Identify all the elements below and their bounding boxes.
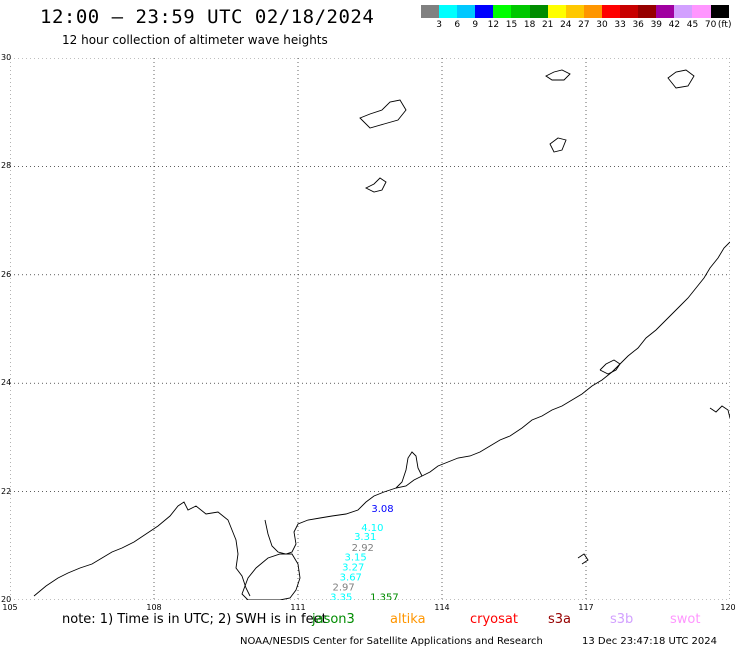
legend-swatch xyxy=(674,5,693,18)
legend-swatch xyxy=(601,5,621,18)
pearl-river-estuary xyxy=(395,451,423,489)
legend-swatches xyxy=(421,5,729,18)
legend-swatch xyxy=(511,5,530,18)
lake-2 xyxy=(364,177,387,193)
legend-labels: 3 6 9 12 15 18 21 24 27 30 33 36 39 42 45 70 (ft) xyxy=(421,18,732,32)
note-text: note: 1) Time is in UTC; 2) SWH is in fe… xyxy=(62,612,327,627)
small-lake xyxy=(577,553,589,565)
latitude-tick-label: 20 xyxy=(1,595,12,604)
legend-swatch xyxy=(583,5,602,18)
footer-note: note: 1) Time is in UTC; 2) SWH is in fe… xyxy=(62,612,331,627)
wave-height-label: 2.97 xyxy=(332,582,354,593)
leizhou-coastline xyxy=(264,241,730,555)
legend-label: 39 xyxy=(650,20,663,30)
legend-swatch xyxy=(692,5,711,18)
map-subtitle: 12 hour collection of altimeter wave hei… xyxy=(62,33,328,47)
legend-label: 3 xyxy=(436,20,442,30)
legend-label: 6 xyxy=(454,20,461,30)
longitude-tick-label: 111 xyxy=(290,603,306,612)
legend-label: 27 xyxy=(578,20,590,30)
latitude-tick-label: 30 xyxy=(1,53,12,62)
longitude-tick-label: 105 xyxy=(2,603,18,612)
legend-swatch xyxy=(421,5,440,18)
legend-swatch xyxy=(547,5,566,18)
satellite-label-s3b: s3b xyxy=(610,612,634,627)
satellite-label-swot: swot xyxy=(670,612,701,627)
latitude-tick-label: 24 xyxy=(1,378,12,388)
longitude-tick-label: 114 xyxy=(434,603,450,612)
longitude-tick-label: 108 xyxy=(146,603,162,612)
mainland-coastline xyxy=(33,501,251,597)
hainan-island xyxy=(241,553,301,600)
wave-height-label: 3.08 xyxy=(371,504,393,515)
legend-swatch xyxy=(493,5,512,18)
wave-height-label: 3.15 xyxy=(344,553,366,564)
legend-label: 12 xyxy=(487,20,500,30)
wave-height-label: 4.10 xyxy=(361,523,383,534)
legend-swatch xyxy=(565,5,584,18)
lake-5 xyxy=(667,69,695,89)
map-frame: 3.08 4.10 3.31 2.92 3.15 3.27 3.67 2.97 3.35 1.35… xyxy=(10,58,730,600)
legend-unit: (ft) xyxy=(717,20,732,30)
longitude-tick-label: 120 xyxy=(720,603,736,612)
legend-swatch xyxy=(620,5,639,18)
fujian-islands xyxy=(599,359,621,375)
map-title: 12:00 – 23:59 UTC 02/18/2024 xyxy=(40,6,375,28)
legend-label: 21 xyxy=(541,20,554,30)
grid-lines xyxy=(10,58,730,600)
satellite-label-cryosat: cryosat xyxy=(470,612,518,627)
legend-label: 30 xyxy=(596,20,608,30)
legend-swatch xyxy=(439,5,458,18)
legend-swatch xyxy=(710,5,729,18)
legend-label: 18 xyxy=(523,20,536,30)
taiwan-coastline xyxy=(709,405,730,419)
color-legend: 3 6 9 12 15 18 21 24 27 30 33 36 39 42 45 70 (ft) xyxy=(421,5,732,39)
wave-height-label: 3.31 xyxy=(354,532,376,543)
wave-height-label: 2.92 xyxy=(352,543,374,554)
latitude-tick-label: 28 xyxy=(1,161,12,171)
wave-height-label: 3.27 xyxy=(342,562,364,573)
wave-height-label: 3.67 xyxy=(340,573,362,584)
legend-label: 24 xyxy=(560,20,572,30)
lake-1 xyxy=(359,99,407,129)
longitude-tick-label: 117 xyxy=(578,603,594,612)
legend-label: 15 xyxy=(505,20,518,30)
satellite-label-s3a: s3a xyxy=(548,612,572,627)
legend-swatch xyxy=(529,5,548,18)
coastline xyxy=(33,69,730,600)
legend-swatch xyxy=(638,5,657,18)
satellite-label-altika: altika xyxy=(390,612,426,627)
latitude-tick-label: 22 xyxy=(1,486,12,496)
legend-swatch xyxy=(656,5,675,18)
wave-height-label: 1.357 xyxy=(370,593,399,600)
latitude-tick-label: 26 xyxy=(1,269,12,279)
observation-track: 3.08 4.103.312.923.153.273.672.973.35 1.35… xyxy=(330,504,399,600)
legend-swatch xyxy=(457,5,476,18)
legend-label: 36 xyxy=(632,20,644,30)
credit-line: NOAA/NESDIS Center for Satellite Applica… xyxy=(240,636,543,647)
wave-height-label: 3.35 xyxy=(330,593,352,600)
lake-4 xyxy=(545,69,571,81)
legend-swatch xyxy=(475,5,494,18)
legend-label: 9 xyxy=(472,20,479,30)
map-canvas: 3.08 4.103.312.923.153.273.672.973.35 1.35… xyxy=(10,58,730,600)
lake-3 xyxy=(549,137,567,153)
satellite-label-jason3: jason3 xyxy=(312,612,355,627)
generation-timestamp: 13 Dec 23:47:18 UTC 2024 xyxy=(582,636,717,647)
legend-label: 42 xyxy=(668,20,681,30)
legend-label: 33 xyxy=(614,20,626,30)
legend-label: 45 xyxy=(686,20,699,30)
legend-label: 70 xyxy=(704,20,717,30)
